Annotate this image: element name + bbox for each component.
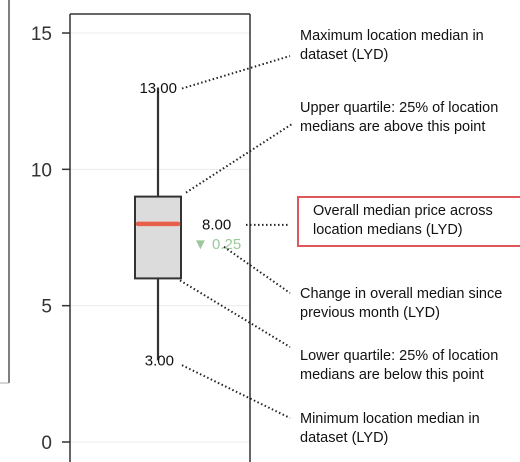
stat-labels: 13.00 8.00 ▼ 0.25 3.00 bbox=[139, 80, 241, 370]
annotation-upper-quartile: Upper quartile: 25% of location medians … bbox=[300, 99, 498, 137]
annotation-max-line-2: dataset (LYD) bbox=[300, 47, 389, 63]
annotation-median-line-2: location medians (LYD) bbox=[313, 222, 463, 238]
annotation-median: Overall median price across location med… bbox=[297, 196, 520, 247]
y-tick-label: 0 bbox=[41, 433, 52, 454]
annotation-q3-line-1: Upper quartile: 25% of location bbox=[300, 100, 499, 116]
annotation-min-line-2: dataset (LYD) bbox=[300, 430, 389, 446]
box-plot bbox=[134, 87, 182, 361]
max-value-label: 13.00 bbox=[139, 80, 177, 97]
leader-upper-quartile bbox=[185, 123, 293, 194]
annotation-leader-lines bbox=[179, 55, 293, 419]
interquartile-box bbox=[134, 195, 182, 280]
leader-lower-quartile bbox=[179, 279, 291, 348]
annotation-max: Maximum location median in dataset (LYD) bbox=[300, 27, 484, 65]
annotation-min-line-1: Minimum location median in bbox=[300, 411, 480, 427]
annotation-median-line-1: Overall median price across bbox=[313, 203, 493, 219]
plot-frame bbox=[69, 13, 251, 462]
annotation-min: Minimum location median in dataset (LYD) bbox=[300, 410, 480, 448]
annotation-lower-quartile: Lower quartile: 25% of location medians … bbox=[300, 347, 498, 385]
annotation-change: Change in overall median since previous … bbox=[300, 285, 502, 323]
y-tick-label: 5 bbox=[41, 297, 52, 318]
y-tick-label: 15 bbox=[31, 24, 52, 45]
median-change-label: ▼ 0.25 bbox=[193, 236, 241, 253]
annotation-max-line-1: Maximum location median in bbox=[300, 28, 484, 44]
leader-change bbox=[223, 246, 291, 294]
y-tick-label: 10 bbox=[31, 160, 52, 181]
annotation-q1-line-2: medians are below this point bbox=[300, 367, 484, 383]
leader-min bbox=[181, 364, 291, 419]
median-value-label: 8.00 bbox=[202, 216, 231, 233]
leader-max bbox=[181, 55, 291, 90]
left-panel-edge bbox=[0, 0, 10, 384]
grid-lines bbox=[70, 32, 250, 443]
min-value-label: 3.00 bbox=[145, 353, 174, 370]
annotation-q1-line-1: Lower quartile: 25% of location bbox=[300, 348, 499, 364]
annotation-change-line-1: Change in overall median since bbox=[300, 286, 503, 302]
annotation-q3-line-2: medians are above this point bbox=[300, 119, 486, 135]
annotation-change-line-2: previous month (LYD) bbox=[300, 305, 440, 321]
y-axis: 0 5 10 15 bbox=[31, 24, 70, 454]
